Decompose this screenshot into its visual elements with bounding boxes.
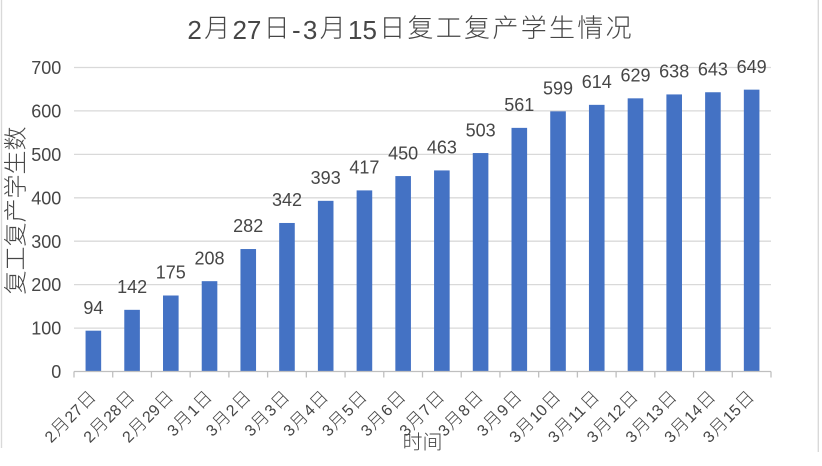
svg-text:282: 282 (233, 216, 263, 236)
svg-text:142: 142 (117, 277, 147, 297)
svg-text:100: 100 (31, 319, 61, 339)
svg-text:614: 614 (582, 72, 612, 92)
svg-text:393: 393 (311, 168, 341, 188)
svg-text:503: 503 (466, 120, 496, 140)
svg-text:400: 400 (31, 188, 61, 208)
svg-text:300: 300 (31, 232, 61, 252)
svg-text:208: 208 (194, 248, 224, 268)
svg-text:15: 15 (348, 15, 377, 45)
svg-text:0: 0 (51, 362, 61, 382)
svg-text:463: 463 (427, 138, 457, 158)
svg-text:600: 600 (31, 102, 61, 122)
svg-text:175: 175 (156, 263, 186, 283)
svg-text:638: 638 (659, 62, 689, 82)
svg-text:561: 561 (504, 95, 534, 115)
svg-text:2: 2 (187, 15, 201, 45)
svg-text:629: 629 (620, 66, 650, 86)
svg-text:94: 94 (83, 298, 103, 318)
svg-text:3: 3 (303, 15, 317, 45)
svg-text:500: 500 (31, 145, 61, 165)
svg-text:599: 599 (543, 79, 573, 99)
svg-text:643: 643 (698, 60, 728, 80)
svg-text:649: 649 (737, 57, 767, 77)
svg-text:27: 27 (232, 15, 261, 45)
svg-text:200: 200 (31, 275, 61, 295)
svg-text:-: - (292, 15, 301, 45)
svg-text:417: 417 (349, 158, 379, 178)
svg-text:700: 700 (31, 58, 61, 78)
svg-text:450: 450 (388, 143, 418, 163)
svg-text:342: 342 (272, 190, 302, 210)
